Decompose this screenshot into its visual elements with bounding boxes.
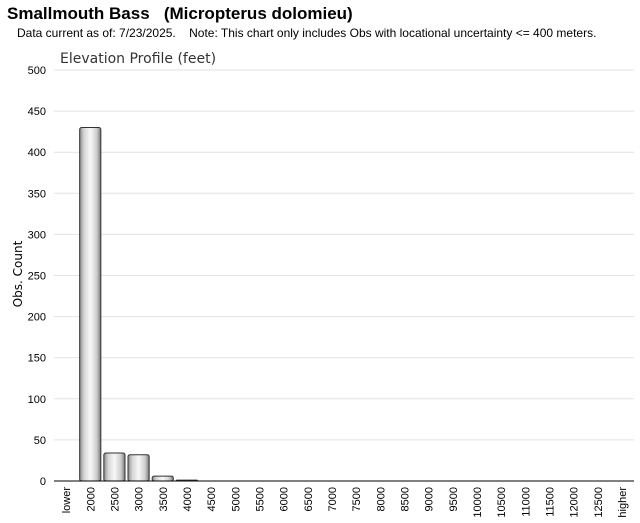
x-tick-label: 7000 [327, 487, 339, 511]
y-tick-label: 100 [28, 394, 46, 406]
y-tick-label: 400 [28, 147, 46, 159]
chart-title: Elevation Profile (feet) [60, 51, 216, 67]
x-tick-label: 7500 [351, 487, 363, 511]
x-tick-label: 6500 [303, 487, 315, 511]
x-tick-label: 11500 [544, 487, 556, 517]
x-tick-label: 4000 [182, 487, 194, 511]
bar-2500 [103, 452, 126, 482]
y-tick-label: 300 [28, 229, 46, 241]
x-axis-ticks: lower 2000 2500 3000 3500 4000 4500 5000 5500 600… [61, 487, 629, 518]
x-tick-label: 8000 [375, 487, 387, 511]
x-tick-label: 8500 [399, 487, 411, 511]
x-tick-label: lower [61, 487, 73, 514]
x-tick-label: 4500 [206, 487, 218, 511]
x-tick-label: 5500 [254, 487, 266, 511]
bar-3000 [127, 454, 150, 482]
y-tick-label: 150 [28, 353, 46, 365]
x-tick-label: 6000 [279, 487, 291, 511]
grid-lines [54, 69, 634, 441]
x-tick-label: 9000 [424, 487, 436, 511]
bars [79, 127, 198, 482]
x-tick-label: 3000 [134, 487, 146, 511]
bar-3500 [151, 475, 174, 482]
x-tick-label: 11000 [520, 487, 532, 517]
x-tick-label: 12000 [569, 487, 581, 518]
y-tick-label: 450 [28, 106, 46, 118]
x-tick-label: 10500 [496, 487, 508, 518]
x-tick-label: 2000 [85, 487, 97, 511]
y-tick-label: 200 [28, 312, 46, 324]
y-tick-label: 500 [28, 65, 46, 77]
x-tick-label: 5000 [230, 487, 242, 511]
x-tick-label: 2500 [109, 487, 121, 511]
x-tick-label: 10000 [472, 487, 484, 518]
x-tick-label: 9500 [448, 487, 460, 511]
bar-2000 [79, 127, 102, 482]
y-axis-label: Obs. Count [11, 240, 25, 307]
y-tick-label: 350 [28, 188, 46, 200]
y-tick-label: 250 [28, 271, 46, 283]
page-subtitle: Data current as of: 7/23/2025. Note: Thi… [17, 26, 597, 40]
page-title: Smallmouth Bass (Micropterus dolomieu) [7, 4, 353, 23]
y-tick-label: 50 [34, 435, 46, 447]
y-tick-label: 0 [40, 476, 46, 488]
y-axis-ticks: 0 50 100 150 200 250 300 350 400 450 500 [28, 65, 46, 488]
x-tick-label: higher [617, 487, 629, 518]
x-tick-label: 3500 [158, 487, 170, 511]
x-tick-label: 12500 [593, 487, 605, 518]
